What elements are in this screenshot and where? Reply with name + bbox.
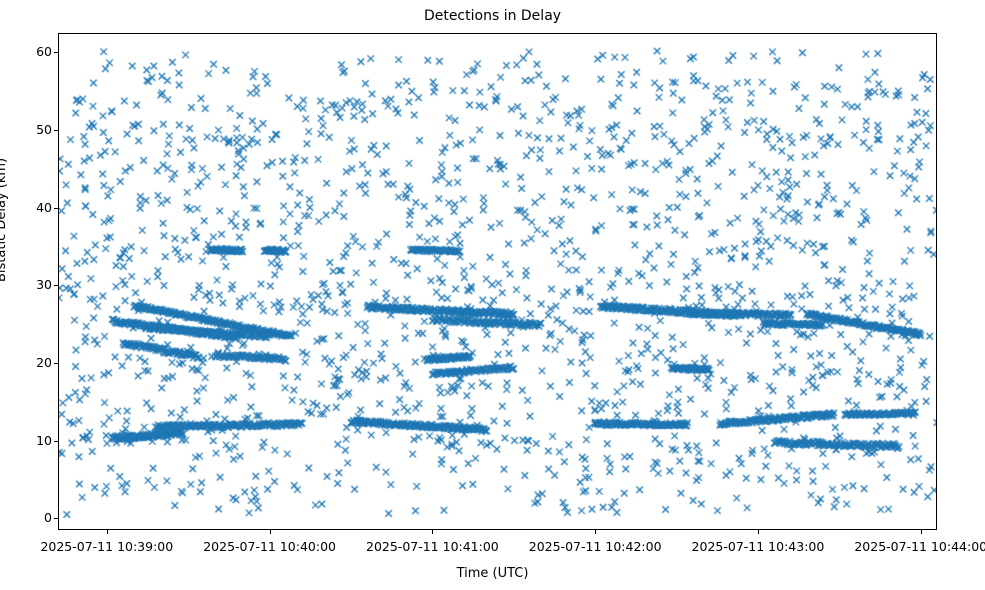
x-tick-mark [269,530,271,534]
chart-title: Detections in Delay [423,8,562,24]
x-tick-mark [106,530,108,534]
x-tick-label: 2025-07-11 10:42:00 [528,539,662,554]
x-tick-mark [432,530,434,534]
y-axis-label: Bistatic Delay (km) [0,157,9,282]
y-tick-label: 40 [36,199,52,215]
y-tick-label: 10 [36,432,52,448]
plot-axes-frame [58,33,937,530]
x-tick-label: 2025-07-11 10:40:00 [203,539,336,554]
y-tick-label: 30 [36,277,52,293]
y-tick-label: 60 [36,44,52,60]
x-tick-mark [595,530,597,534]
x-tick-label: 2025-07-11 10:44:00 [854,539,985,554]
y-tick-mark [54,52,58,54]
y-tick-label: 50 [36,122,52,138]
x-axis-label: Time (UTC) [456,566,529,581]
y-tick-label: 0 [44,510,52,526]
y-tick-mark [54,285,58,287]
x-tick-mark [757,530,759,534]
scatter-plot-canvas [59,34,936,529]
y-tick-mark [54,518,58,520]
y-tick-mark [54,130,58,132]
y-tick-mark [54,440,58,442]
y-tick-mark [54,207,58,209]
x-tick-label: 2025-07-11 10:39:00 [40,539,174,554]
y-tick-label: 20 [36,355,52,371]
x-tick-mark [920,530,922,534]
y-tick-mark [54,363,58,365]
x-tick-label: 2025-07-11 10:41:00 [365,539,499,554]
x-tick-label: 2025-07-11 10:43:00 [691,539,825,554]
